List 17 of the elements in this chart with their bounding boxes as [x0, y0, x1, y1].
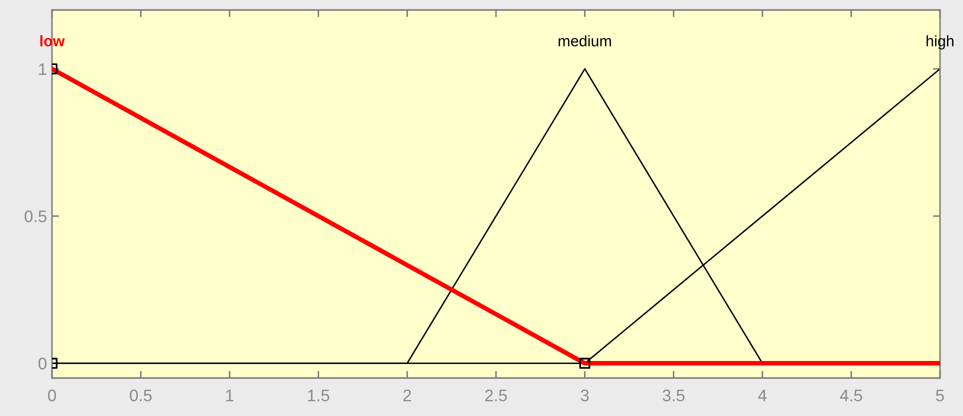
x-tick-label: 4: [758, 390, 767, 402]
x-tick-label: 4.5: [840, 390, 862, 402]
x-tick-label: 5: [936, 390, 944, 402]
x-tick-label: 0: [48, 390, 56, 402]
x-tick-label: 1: [226, 390, 234, 402]
series-label: medium: [558, 35, 611, 46]
x-tick-label: 2.5: [485, 390, 507, 402]
series-label: low: [40, 35, 65, 46]
x-tick-label: 3.5: [662, 390, 684, 402]
x-tick-label: 0.5: [130, 390, 152, 402]
y-tick-label: 0: [38, 358, 46, 370]
series-label: high: [926, 35, 954, 50]
x-tick-label: 1.5: [308, 390, 330, 402]
x-tick-label: 2: [403, 390, 411, 402]
y-tick-label: 0.5: [24, 210, 46, 222]
y-tick-label: 1: [39, 63, 46, 75]
x-tick-label: 3: [580, 390, 589, 402]
